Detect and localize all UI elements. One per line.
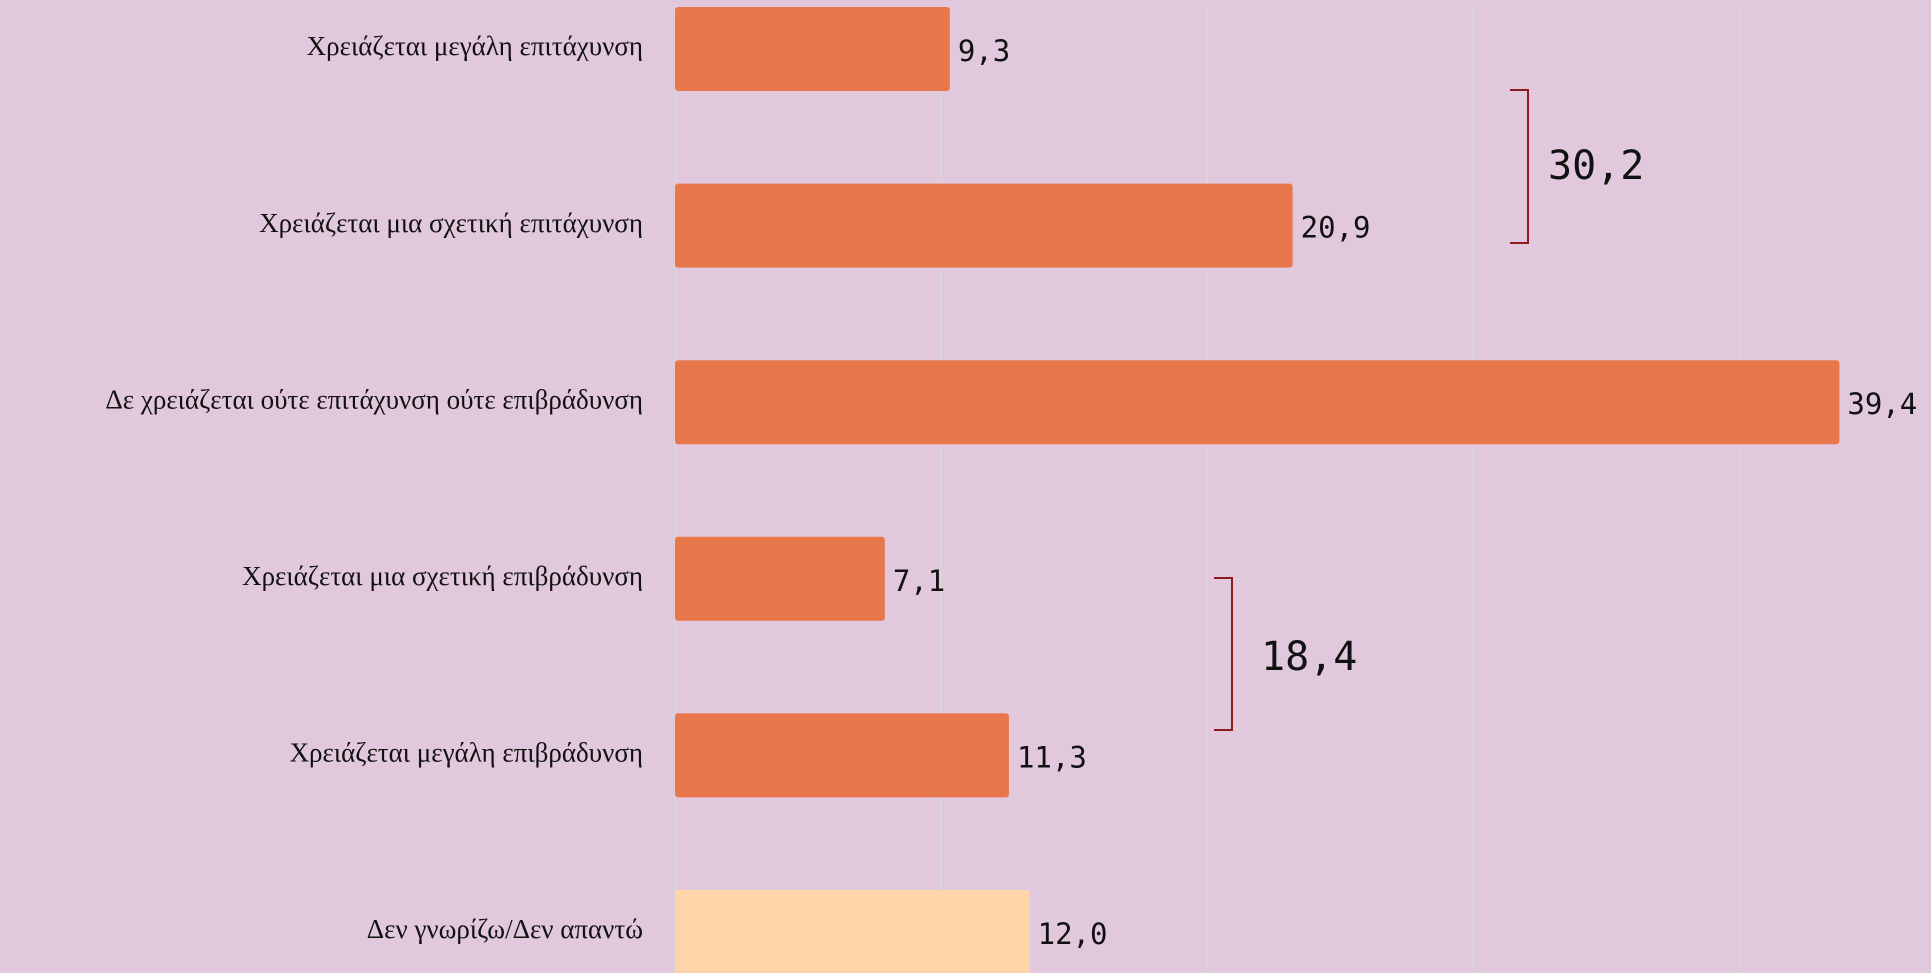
value-label: 9,3 (958, 34, 1010, 68)
category-label: Χρειάζεται μεγάλη επιτάχυνση (307, 31, 643, 61)
category-label: Χρειάζεται μια σχετική επιτάχυνση (259, 208, 643, 238)
bar (675, 360, 1840, 445)
value-label: 11,3 (1017, 740, 1087, 774)
category-label: Δεν γνωρίζω/Δεν απαντώ (367, 914, 643, 944)
annotation: 30,2 (1548, 143, 1644, 189)
value-label: 20,9 (1301, 211, 1371, 245)
value-label: 39,4 (1847, 387, 1917, 421)
category-label: Χρειάζεται μια σχετική επιβράδυνση (242, 561, 643, 591)
value-label: 7,1 (893, 564, 945, 598)
category-label: Χρειάζεται μεγάλη επιβράδυνση (290, 738, 643, 768)
annotation: 18,4 (1261, 634, 1357, 680)
category-label: Δε χρειάζεται ούτε επιτάχυνση ούτε επιβρ… (105, 384, 643, 414)
bracket (1510, 89, 1529, 244)
bar (675, 183, 1293, 268)
bar (675, 890, 1030, 973)
bar (675, 536, 885, 621)
value-label: 12,0 (1038, 917, 1108, 951)
bar (675, 713, 1009, 798)
bracket (1214, 577, 1233, 731)
bar (675, 7, 950, 91)
